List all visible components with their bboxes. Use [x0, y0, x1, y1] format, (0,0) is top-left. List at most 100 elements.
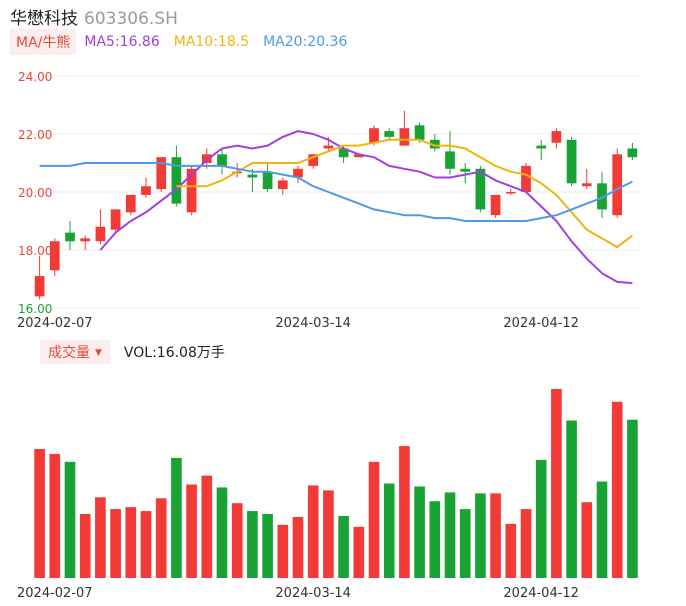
- volume-bar: [140, 511, 152, 578]
- candle-body: [414, 125, 425, 140]
- candle-body: [429, 139, 440, 149]
- candle-body: [308, 154, 319, 166]
- volume-bar: [231, 503, 243, 578]
- volume-bar: [627, 419, 638, 578]
- volume-bar: [216, 487, 228, 578]
- candle-body: [141, 186, 151, 195]
- candle-body: [323, 145, 334, 149]
- volume-bar: [171, 457, 182, 578]
- volume-bar: [535, 459, 547, 578]
- x-tick-label: 2024-04-12: [503, 586, 579, 601]
- candle-body: [171, 157, 182, 204]
- volume-bar: [368, 461, 380, 578]
- candle-body: [460, 168, 471, 172]
- candle-body: [536, 145, 547, 149]
- candle-body: [475, 168, 486, 210]
- candle-body: [566, 139, 577, 184]
- volume-bar: [353, 526, 365, 578]
- candle-body: [95, 226, 106, 242]
- ma20-label: MA20:20.36: [263, 34, 348, 50]
- volume-bar: [475, 493, 486, 578]
- stock-code: 603306.SH: [84, 9, 178, 29]
- volume-bar: [551, 389, 562, 578]
- volume-bar: [307, 485, 319, 578]
- volume-bar: [155, 498, 167, 578]
- candle-body: [186, 168, 197, 213]
- candle-body: [34, 276, 45, 297]
- volume-bar: [292, 516, 304, 578]
- volume-indicator-dropdown[interactable]: 成交量 ▼: [40, 340, 110, 364]
- candle-body: [277, 180, 288, 190]
- candle-body: [505, 192, 516, 194]
- volume-bar: [611, 401, 623, 578]
- volume-bar: [49, 453, 61, 578]
- stock-title: 华懋科技 603306.SH: [10, 4, 178, 29]
- candle-body: [597, 183, 607, 210]
- candle-body: [490, 194, 501, 216]
- candle-body: [369, 128, 379, 143]
- ma5-label: MA5:16.86: [84, 34, 160, 50]
- volume-bar: [186, 484, 197, 578]
- volume-bar: [79, 514, 91, 578]
- candle-body: [156, 157, 167, 190]
- volume-bar: [383, 483, 395, 578]
- volume-bar: [247, 511, 258, 578]
- y-tick-label: 16.00: [18, 302, 52, 316]
- candle-body: [65, 232, 75, 242]
- volume-bar: [429, 501, 441, 578]
- y-tick-label: 22.00: [18, 128, 52, 142]
- volume-bar: [323, 490, 334, 578]
- volume-bar: [338, 515, 349, 578]
- volume-bar: [444, 492, 456, 578]
- x-tick-label: 2024-03-14: [275, 316, 351, 331]
- volume-bar: [596, 481, 608, 578]
- candle-body: [49, 241, 60, 271]
- volume-bar: [125, 507, 137, 578]
- ma-legend: MA/牛熊 MA5:16.86 MA10:18.5 MA20:20.36: [10, 29, 348, 55]
- candle-body: [262, 171, 273, 190]
- volume-bar: [459, 509, 471, 578]
- candle-body: [521, 165, 531, 192]
- volume-bar: [110, 509, 121, 578]
- x-tick-label: 2024-02-07: [17, 586, 93, 601]
- volume-bar: [95, 497, 106, 578]
- candle-body: [125, 194, 136, 213]
- candle-body: [627, 148, 638, 158]
- y-tick-label: 20.00: [18, 186, 52, 200]
- candle-body: [384, 131, 395, 137]
- candle-body: [399, 128, 410, 146]
- ma-indicator-button[interactable]: MA/牛熊: [10, 29, 77, 55]
- volume-bar: [399, 446, 410, 578]
- x-tick-label: 2024-03-14: [275, 586, 351, 601]
- x-tick-label: 2024-02-07: [17, 316, 93, 331]
- candle-body: [353, 154, 364, 158]
- volume-bar: [414, 486, 425, 578]
- volume-bar: [505, 523, 517, 578]
- candle-body: [80, 238, 91, 242]
- candle-body: [612, 154, 623, 216]
- candle-body: [110, 209, 121, 230]
- volume-bar: [201, 475, 213, 578]
- volume-bar: [581, 502, 593, 578]
- candle-body: [551, 131, 562, 143]
- y-tick-label: 24.00: [18, 70, 52, 84]
- volume-bar: [262, 514, 273, 578]
- caret-down-icon: ▼: [95, 348, 102, 358]
- volume-bar: [34, 449, 45, 578]
- ma5-line: [99, 130, 633, 285]
- ma10-line: [176, 138, 634, 249]
- volume-bar: [490, 493, 501, 578]
- candle-body: [217, 154, 227, 166]
- volume-bar: [566, 420, 577, 578]
- volume-bar: [277, 524, 289, 578]
- candle-body: [338, 148, 349, 158]
- volume-bar: [64, 461, 76, 578]
- volume-indicator-label: 成交量: [48, 345, 90, 361]
- candle-body: [247, 174, 258, 178]
- volume-legend: 成交量 ▼ VOL:16.08万手: [40, 340, 225, 364]
- x-tick-label: 2024-04-12: [503, 316, 579, 331]
- candle-body: [293, 168, 303, 178]
- candle-body: [201, 154, 212, 163]
- ma20-line: [39, 162, 633, 222]
